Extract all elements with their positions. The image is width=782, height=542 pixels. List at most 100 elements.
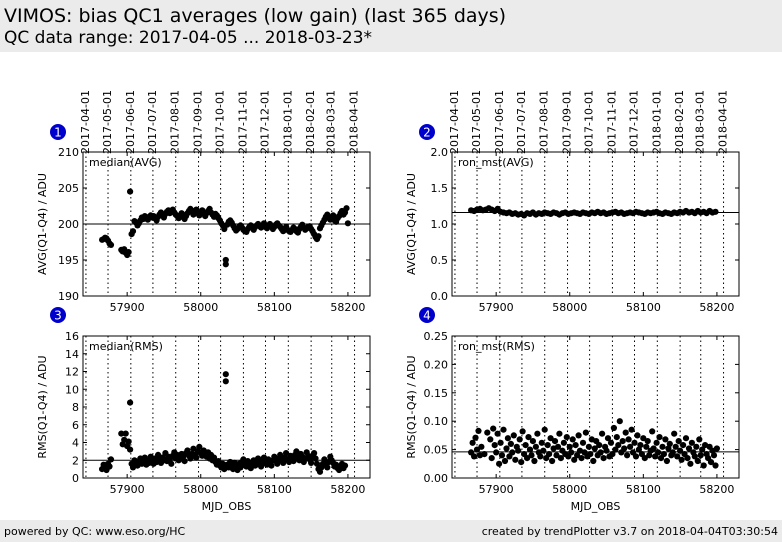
top-date-label: 2017-05-01 — [470, 90, 483, 154]
data-point — [650, 445, 657, 452]
data-point — [290, 458, 297, 465]
data-point — [473, 446, 481, 453]
panel-number: 4 — [423, 309, 431, 323]
data-point — [712, 208, 719, 215]
data-point — [557, 455, 565, 462]
data-point — [643, 443, 650, 450]
data-point — [612, 446, 619, 453]
data-point — [488, 455, 495, 462]
data-point — [607, 439, 615, 446]
data-point — [625, 436, 632, 443]
data-point — [693, 443, 700, 450]
y-axis-label: RMS(Q1-Q4) / ADU — [405, 355, 418, 458]
data-point — [341, 462, 349, 469]
data-point — [222, 261, 229, 268]
data-point — [600, 455, 607, 462]
data-point — [222, 256, 229, 264]
data-point — [129, 228, 137, 235]
top-date-label: 2017-08-01 — [538, 90, 551, 154]
data-point — [510, 432, 517, 439]
top-date-label: 2018-01-01 — [650, 90, 663, 154]
y-tick-label: 2 — [72, 454, 79, 467]
top-date-label: 2017-09-01 — [561, 90, 574, 154]
y-tick-label: 0.25 — [424, 330, 449, 343]
top-date-label: 2017-05-01 — [101, 90, 114, 154]
data-point — [631, 439, 638, 446]
x-tick-label: 57900 — [110, 483, 145, 496]
data-point — [579, 439, 587, 446]
x-tick-label: 58200 — [699, 301, 734, 314]
data-point — [118, 430, 125, 437]
data-point — [472, 434, 479, 441]
data-point — [471, 453, 478, 460]
top-date-label: 2017-12-01 — [259, 90, 272, 154]
top-date-label: 2017-12-01 — [628, 90, 641, 154]
y-tick-label: 16 — [65, 330, 79, 343]
plot-frame — [82, 335, 371, 479]
y-tick-label: 6 — [72, 419, 79, 432]
x-tick-label: 58100 — [626, 483, 661, 496]
data-point — [522, 442, 529, 449]
data-point — [691, 453, 698, 460]
data-point — [560, 439, 568, 446]
data-point — [475, 427, 482, 434]
data-point — [541, 426, 548, 433]
data-point — [622, 429, 629, 436]
data-point — [582, 429, 590, 436]
data-point — [619, 438, 626, 445]
data-point — [554, 443, 562, 450]
data-point — [507, 440, 514, 447]
data-point — [556, 430, 563, 437]
data-point — [524, 455, 531, 462]
data-point — [330, 212, 337, 219]
data-point — [587, 451, 594, 458]
top-date-label: 2018-02-01 — [673, 90, 686, 154]
x-tick-label: 58100 — [626, 301, 661, 314]
data-point — [532, 443, 540, 450]
plot-frame — [451, 151, 740, 297]
data-point — [315, 233, 322, 240]
data-point — [518, 459, 525, 466]
data-point — [493, 449, 500, 456]
data-point — [540, 447, 547, 454]
data-point — [578, 455, 585, 462]
page-subtitle: QC data range: 2017-04-05 ... 2018-03-23… — [4, 28, 373, 48]
data-point — [268, 462, 275, 469]
data-point — [324, 464, 331, 471]
data-point — [712, 462, 719, 469]
data-point — [677, 447, 684, 454]
data-point — [519, 428, 526, 435]
data-point — [597, 449, 604, 456]
data-point — [666, 440, 673, 447]
data-point — [106, 463, 113, 470]
y-axis-label: AVG(Q1-Q4) / ADU — [405, 173, 418, 275]
y-tick-label: 14 — [65, 348, 79, 361]
data-point — [599, 430, 606, 437]
y-tick-label: 10 — [65, 383, 79, 396]
data-point — [700, 462, 707, 469]
panel-annotation: ron_mst(AVG) — [458, 156, 534, 169]
x-tick-label: 58000 — [183, 301, 218, 314]
data-point — [501, 457, 509, 465]
top-date-label: 2017-09-01 — [192, 90, 205, 154]
data-point — [280, 459, 287, 466]
data-point — [603, 447, 610, 454]
top-date-label: 2017-11-01 — [236, 90, 249, 154]
x-tick-label: 58000 — [183, 483, 218, 496]
x-tick-label: 58000 — [552, 483, 587, 496]
data-point — [568, 449, 575, 456]
panel-number: 2 — [423, 126, 431, 140]
data-point — [628, 426, 635, 433]
data-point — [694, 457, 701, 465]
data-point — [616, 418, 623, 425]
data-point — [494, 430, 501, 437]
data-point — [127, 188, 134, 195]
data-point — [503, 445, 510, 452]
top-date-label: 2017-11-01 — [605, 90, 618, 154]
data-point — [490, 425, 497, 432]
data-point — [478, 443, 485, 450]
y-tick-label: 205 — [58, 182, 79, 195]
data-point — [308, 459, 315, 466]
data-point — [624, 452, 631, 459]
data-point — [659, 443, 666, 450]
